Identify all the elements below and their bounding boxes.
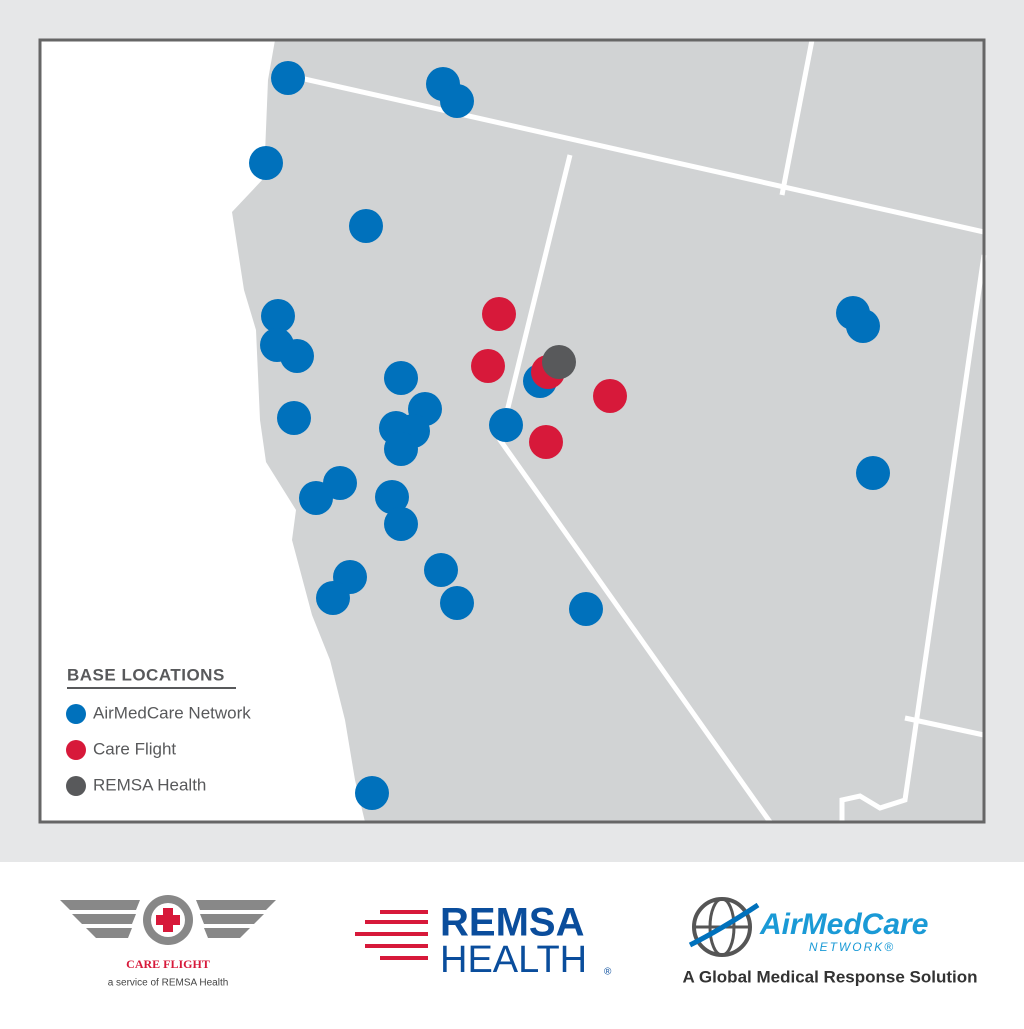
base-marker <box>299 481 333 515</box>
border <box>904 715 985 738</box>
base-marker <box>375 480 409 514</box>
legend: BASE LOCATIONS AirMedCare Network Care F… <box>66 665 251 796</box>
legend-label: REMSA Health <box>93 775 206 794</box>
wing <box>60 900 140 938</box>
legend-swatch <box>66 776 86 796</box>
care-flight-logo: CARE FLIGHT a service of REMSA Health <box>60 895 276 989</box>
base-marker <box>424 553 458 587</box>
base-marker <box>542 345 576 379</box>
base-marker <box>489 408 523 442</box>
base-marker <box>384 507 418 541</box>
legend-label: Care Flight <box>93 739 176 758</box>
border <box>299 75 985 235</box>
base-marker <box>440 84 474 118</box>
map-frame <box>38 38 986 824</box>
base-marker <box>249 146 283 180</box>
base-marker <box>349 209 383 243</box>
logo-streaks <box>355 910 428 960</box>
base-marker <box>482 297 516 331</box>
logo-subtext: NETWORK® <box>809 940 895 954</box>
globe-swoosh <box>688 902 760 948</box>
logo-text: AirMedCare <box>759 908 928 941</box>
base-marker <box>271 61 305 95</box>
legend-label: AirMedCare Network <box>93 703 251 722</box>
logo-tagline: A Global Medical Response Solution <box>682 967 977 986</box>
base-marker <box>529 425 563 459</box>
base-marker <box>569 592 603 626</box>
legend-title: BASE LOCATIONS <box>67 665 225 684</box>
base-marker <box>280 339 314 373</box>
remsa-logo: REMSA HEALTH ® <box>355 901 612 981</box>
legend-swatch <box>66 740 86 760</box>
border <box>779 39 815 196</box>
wing <box>196 900 276 938</box>
emblem-cross <box>156 908 180 932</box>
base-marker <box>384 361 418 395</box>
base-marker <box>316 581 350 615</box>
base-marker <box>355 776 389 810</box>
base-marker <box>846 309 880 343</box>
base-marker <box>440 586 474 620</box>
border <box>839 254 987 822</box>
airmedcare-logo: AirMedCare NETWORK® A Global Medical Res… <box>682 897 978 986</box>
logo-tagline: a service of REMSA Health <box>108 978 229 989</box>
legend-swatch <box>66 704 86 724</box>
base-marker <box>261 299 295 333</box>
base-marker <box>593 379 627 413</box>
logo-text: REMSA <box>440 901 584 945</box>
logo-text: HEALTH <box>440 939 587 981</box>
base-marker <box>277 401 311 435</box>
base-marker <box>384 432 418 466</box>
logo-text: CARE FLIGHT <box>126 957 210 971</box>
base-marker <box>471 349 505 383</box>
base-marker <box>856 456 890 490</box>
land <box>232 40 984 822</box>
registered-mark: ® <box>604 967 612 978</box>
